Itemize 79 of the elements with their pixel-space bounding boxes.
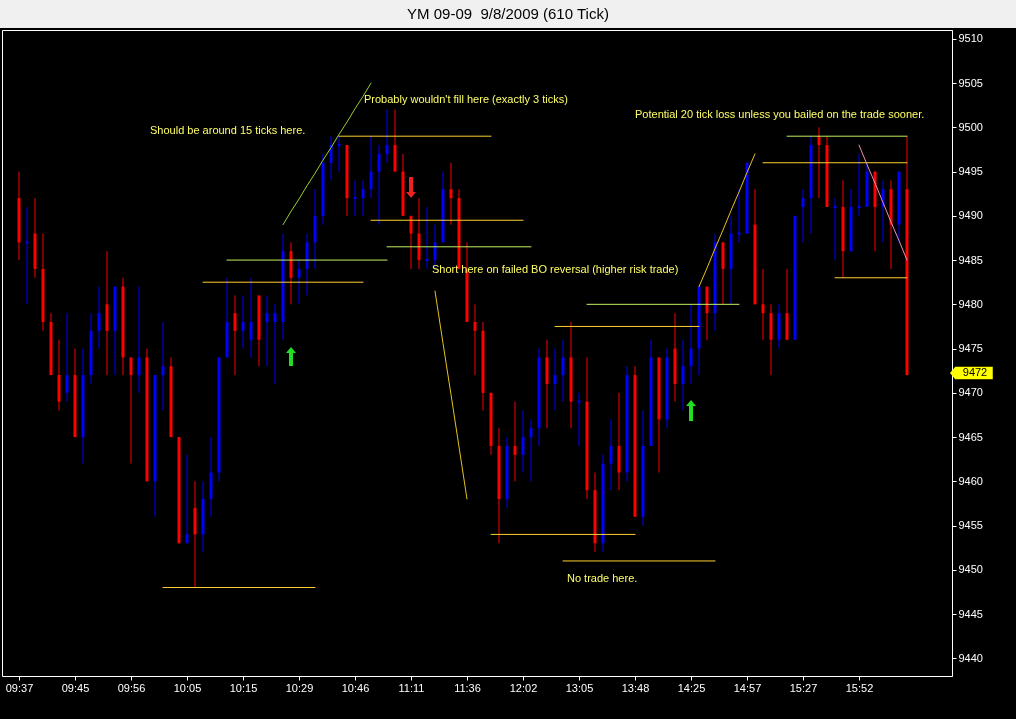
y-tick-label: 9505 (958, 76, 983, 89)
x-tick-label: 11:36 (454, 681, 481, 694)
y-tick-label: 9480 (958, 297, 983, 310)
y-tick-label: 9445 (958, 607, 983, 620)
x-tick-label: 14:57 (733, 681, 762, 694)
y-tick-label: 9450 (958, 563, 983, 576)
y-tick-label: 9485 (958, 253, 983, 266)
annotation: Should be around 15 ticks here. (150, 124, 306, 136)
candlestick (97, 286, 101, 350)
candlestick (241, 294, 245, 350)
candlestick (561, 339, 565, 403)
candlestick (761, 268, 765, 341)
candlestick (801, 188, 805, 243)
y-tick-label: 9500 (958, 120, 983, 133)
x-tick-label: 11:11 (398, 681, 425, 694)
y-tick-label: 9490 (958, 209, 983, 222)
annotation: Probably wouldn't fill here (exactly 3 ticks) (364, 93, 568, 105)
candlestick (425, 206, 429, 270)
candlestick (129, 356, 133, 465)
candlestick (473, 303, 477, 376)
y-tick-label: 9455 (958, 519, 983, 532)
candlestick (385, 109, 389, 164)
line-series (698, 153, 756, 288)
line-series (434, 290, 468, 500)
y-tick-label: 9510 (958, 32, 983, 45)
x-tick-label: 10:05 (173, 681, 202, 694)
candlestick (137, 286, 141, 394)
y-tick-label: 9495 (958, 165, 983, 178)
x-tick-label: 15:52 (845, 681, 874, 694)
y-tick-label: 9460 (958, 474, 983, 487)
candlestick (857, 153, 861, 217)
candlestick (65, 312, 69, 403)
candlestick (529, 418, 533, 482)
candlestick (273, 303, 277, 385)
candlestick (513, 401, 517, 482)
candlestick (249, 277, 253, 358)
candlestick (297, 259, 301, 305)
x-tick-label: 14:25 (677, 681, 706, 694)
candlestick (25, 206, 29, 305)
x-tick-label: 09:56 (117, 681, 146, 694)
candlestick (833, 197, 837, 261)
x-tick-label: 10:29 (285, 681, 314, 694)
candlestick (233, 294, 237, 376)
y-tick-label: 9440 (958, 651, 983, 664)
chart-title: YM 09-09 9/8/2009 (610 Tick) (0, 0, 1016, 28)
candlestick (409, 215, 413, 270)
x-tick-label: 13:05 (565, 681, 594, 694)
candlestick (265, 294, 269, 367)
candlestick (521, 410, 525, 473)
candlestick (185, 454, 189, 544)
x-tick-label: 09:45 (61, 681, 90, 694)
x-tick-label: 09:37 (5, 681, 34, 694)
x-tick-label: 10:46 (341, 681, 370, 694)
candlestick (377, 144, 381, 226)
candlestick (337, 135, 341, 173)
y-tick-label: 9470 (958, 386, 983, 399)
annotation: Potential 20 tick loss unless you bailed on the trade sooner. (635, 108, 925, 120)
candlestick (553, 348, 557, 412)
y-tick-label: 9465 (958, 430, 983, 443)
candlestick (577, 392, 581, 447)
text: 9472 (962, 366, 988, 378)
candlestick (737, 188, 741, 243)
candlestick (689, 303, 693, 385)
annotation: No trade here. (567, 572, 638, 584)
candlestick (609, 418, 613, 491)
candlestick (449, 162, 453, 226)
line-series (858, 144, 908, 261)
x-tick-label: 12:02 (509, 681, 538, 694)
candlestick (369, 135, 373, 199)
candlestick (361, 179, 365, 217)
candlestick (681, 339, 685, 412)
annotation: Short here on failed BO reversal (higher risk trade) (432, 263, 679, 275)
y-tick-label: 9475 (958, 342, 983, 355)
x-tick-label: 10:15 (229, 681, 258, 694)
candlestick (353, 179, 357, 217)
candlestick (161, 321, 165, 412)
x-tick-label: 15:27 (789, 681, 818, 694)
x-tick-label: 13:48 (621, 681, 650, 694)
candlestick (329, 135, 333, 181)
